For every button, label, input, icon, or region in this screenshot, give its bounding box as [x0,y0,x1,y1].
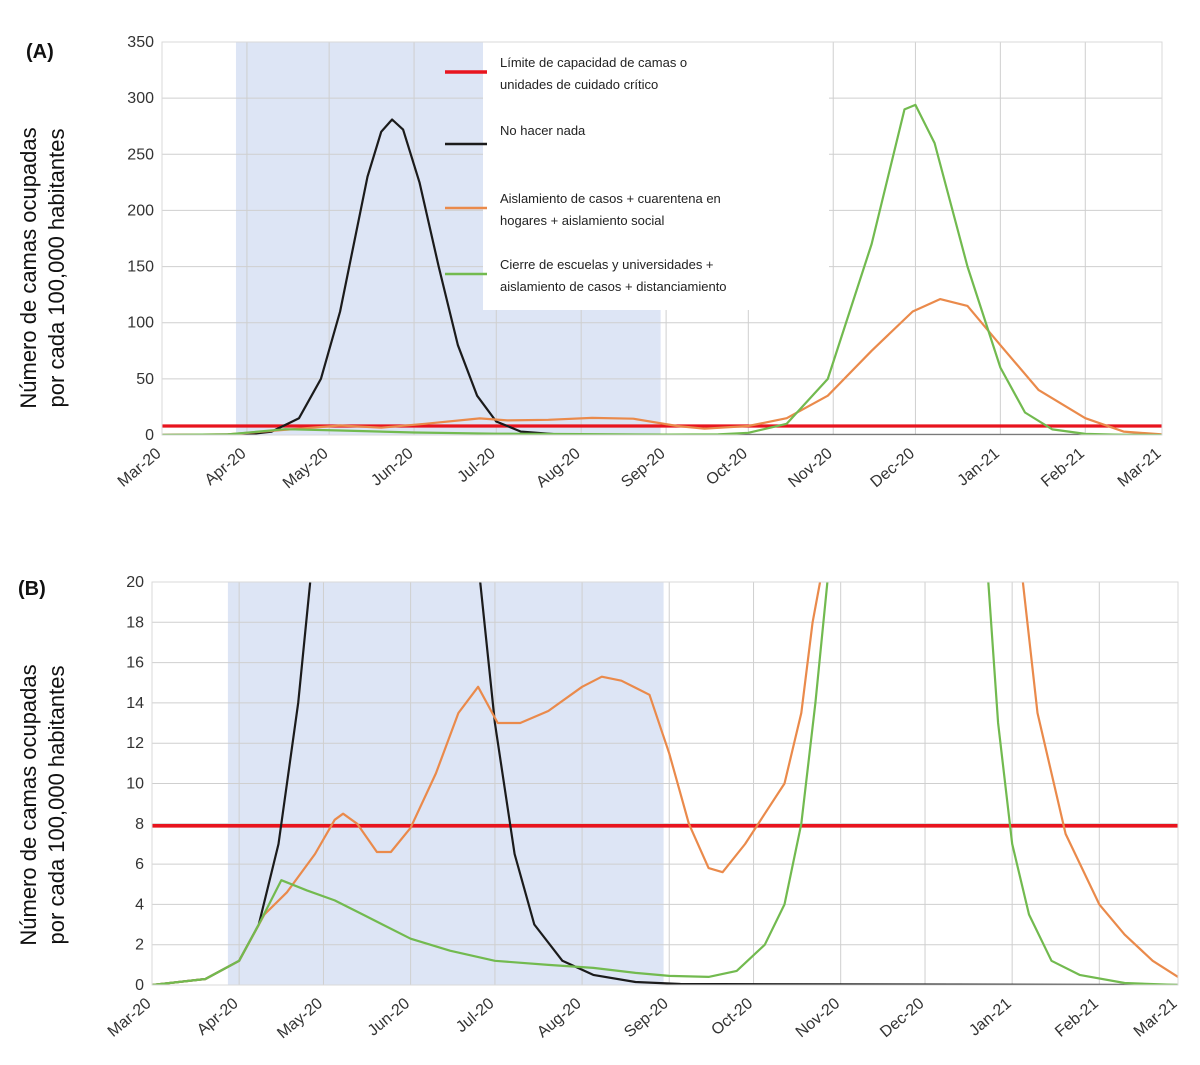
x-tick-label: Jul-20 [455,445,499,486]
x-tick-label: Aug-20 [534,995,585,1041]
x-tick-label: Apr-20 [202,445,250,489]
y-tick-label: 200 [127,202,154,219]
legend-label-capacity: Límite de capacidad de camas o [500,55,687,70]
y-tick-label: 14 [126,695,144,712]
series-line-isolation [162,298,1162,435]
x-tick-label: Dec-20 [868,445,919,491]
plot-area-border [161,41,1163,436]
series-group [162,103,1162,435]
x-tick-label: Mar-20 [115,445,165,491]
series-line-nothing [162,118,1162,435]
series-line-schools [162,103,1162,435]
series-line-schools [152,582,1178,985]
panel-label: (B) [18,578,46,600]
y-tick-label: 18 [126,614,144,631]
chart-panel-b: 0 2 4 6 8 10 12 14 16 18 20 Mar-20 Apr-20 May-20 Jun-2… [16,574,1181,1042]
y-tick-label: 4 [135,896,144,913]
x-tick-label: Dec-20 [877,995,928,1041]
legend-label-capacity-line-2: unidades de cuidado crítico [500,77,658,92]
x-tick-label: Mar-21 [1131,995,1181,1041]
y-tick-label: 8 [135,816,144,833]
y-tick-label: 150 [127,259,154,276]
y-axis-label-line-2: por cada 100,000 habitantes [44,129,69,408]
y-tick-label: 2 [135,937,144,954]
legend-label-isolation: Aislamiento de casos + cuarentena en [500,191,721,206]
x-tick-label: Aug-20 [533,445,584,491]
series-group [152,582,1178,985]
x-tick-label: Sep-20 [618,445,669,491]
legend-box [483,40,829,310]
panel-label: (A) [26,41,54,63]
y-tick-label: 0 [145,427,154,444]
x-tick-label: Nov-20 [785,445,836,491]
legend-label-isolation-line-2: hogares + aislamiento social [500,213,665,228]
y-tick-label: 100 [127,315,154,332]
x-tick-label: May-20 [280,445,332,492]
x-tick-label: Jul-20 [453,995,497,1036]
y-tick-label: 350 [127,34,154,51]
x-tick-label: Mar-21 [1115,445,1165,491]
chart-panel-a: 0 50 100 150 200 250 300 350 Mar-20 Apr-20 May-20 J… [16,34,1165,492]
y-axis-label: Número de camas ocupadas por cada 100,000… [16,127,69,408]
y-axis-label-line-1: Número de camas ocupadas [16,664,41,945]
y-tick-label: 10 [126,776,144,793]
x-tick-label: Jan-21 [966,995,1014,1040]
legend-label-schools-line-2: aislamiento de casos + distanciamiento [500,279,727,294]
y-tick-label: 0 [135,977,144,994]
x-tick-label: Jun-20 [365,995,413,1040]
x-tick-label: Jun-20 [368,445,416,490]
x-tick-label: Nov-20 [793,995,844,1041]
y-axis-label-line-2: por cada 100,000 habitantes [44,666,69,945]
x-tick-label: Sep-20 [621,995,672,1041]
y-tick-label: 20 [126,574,144,591]
x-tick-label: Feb-21 [1038,445,1088,491]
legend-label-schools: Cierre de escuelas y universidades + [500,257,714,272]
y-tick-label: 250 [127,146,154,163]
x-tick-label: Mar-20 [105,995,155,1041]
y-axis-label: Número de camas ocupadas por cada 100,000… [16,664,69,945]
y-tick-label: 300 [127,90,154,107]
y-tick-label: 6 [135,856,144,873]
x-tick-label: Jan-21 [955,445,1003,490]
y-tick-label: 50 [136,371,154,388]
plot-area-border [151,581,1179,986]
legend-label-nothing: No hacer nada [500,123,586,138]
x-tick-label: May-20 [274,995,326,1042]
x-tick-label: Apr-20 [194,995,242,1039]
y-tick-label: 12 [126,735,144,752]
y-tick-label: 16 [126,655,144,672]
legend: Límite de capacidad de camas o unidades d… [445,40,829,310]
x-tick-label: Oct-20 [703,445,751,489]
series-line-isolation [152,582,1178,985]
y-axis-label-line-1: Número de camas ocupadas [16,127,41,408]
x-tick-label: Oct-20 [708,995,756,1039]
x-tick-label: Feb-21 [1052,995,1102,1041]
